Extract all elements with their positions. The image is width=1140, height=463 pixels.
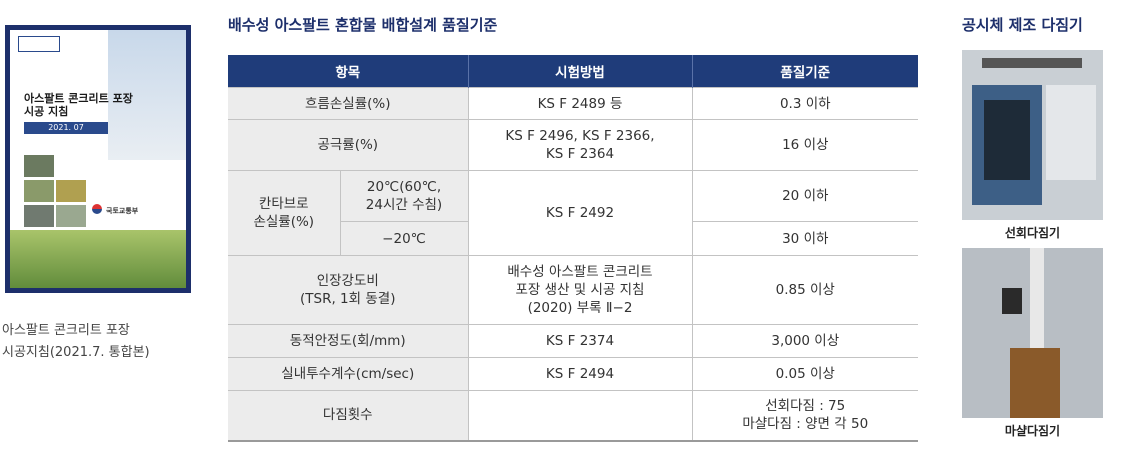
table-title: 배수성 아스팔트 혼합물 배합설계 품질기준 xyxy=(228,16,498,34)
photo-caption: 선회다짐기 xyxy=(1004,226,1061,240)
machine-top xyxy=(982,58,1082,68)
criteria-cell: 0.05 이상 xyxy=(691,357,918,391)
criteria-cell: 선회다짐 : 75 마샬다짐 : 양면 각 50 xyxy=(691,390,918,441)
cover-page: 아스팔트 콘크리트 포장 시공 지침 2021. 07 국토교통부 xyxy=(10,30,186,288)
text: 0.85 이상 xyxy=(775,282,835,298)
header-cell: 시험방법 xyxy=(467,55,692,88)
text: 흐름손실률(%) xyxy=(305,95,391,112)
cover-date: 2021. 07 xyxy=(24,122,108,134)
item-cell: 실내투수계수(cm/sec) xyxy=(228,357,469,391)
gyratory-photo xyxy=(962,50,1103,220)
text: KS F 2374 xyxy=(545,333,615,349)
text: 공극률(%) xyxy=(317,137,379,153)
method-cell: KS F 2492 xyxy=(467,170,693,256)
quality-table: 항목 시험방법 품질기준 흐름손실률(%) KS F 2489 등 0.3 이하… xyxy=(228,55,918,442)
text: 24시간 수침) xyxy=(365,197,443,213)
text: KS F 2489 등 xyxy=(537,95,623,112)
header-row: 항목 시험방법 품질기준 xyxy=(228,55,918,88)
header-cell: 항목 xyxy=(228,55,468,88)
text: 30 이하 xyxy=(782,230,829,247)
text: KS F 2492 xyxy=(545,205,615,221)
text: 0.3 이하 xyxy=(779,95,831,112)
row: 공극률(%) KS F 2496, KS F 2366, KS F 2364 16… xyxy=(228,119,918,171)
machine-chamber xyxy=(984,100,1030,180)
method-cell: KS F 2496, KS F 2366, KS F 2364 xyxy=(467,119,693,171)
text: 포장 생산 및 시공 지침 xyxy=(515,282,645,298)
caption-line: 아스팔트 콘크리트 포장 xyxy=(2,323,130,338)
text: −20℃ xyxy=(382,230,426,247)
row: 흐름손실률(%) KS F 2489 등 0.3 이하 xyxy=(228,87,918,120)
method-cell: KS F 2494 xyxy=(467,357,693,391)
criteria-cell: 20 이하 xyxy=(691,170,918,222)
cover-photo xyxy=(24,180,54,202)
method-cell: KS F 2374 xyxy=(467,324,693,358)
cover-badge xyxy=(18,36,60,52)
method-cell: KS F 2489 등 xyxy=(467,87,693,120)
criteria-cell: 0.3 이하 xyxy=(691,87,918,120)
item-cell: 인장강도비 (TSR, 1회 동결) xyxy=(228,255,469,325)
photo-caption: 마샬다짐기 xyxy=(1004,424,1061,438)
text: 다짐횟수 xyxy=(322,407,373,424)
text: (TSR, 1회 동결) xyxy=(300,291,396,307)
text: (2020) 부록 Ⅱ−2 xyxy=(527,300,633,316)
row: 다짐횟수 선회다짐 : 75 마샬다짐 : 양면 각 50 xyxy=(228,390,918,441)
sub-item-cell: 20℃(60℃, 24시간 수침) xyxy=(339,170,469,222)
item-cell: 다짐횟수 xyxy=(228,390,469,441)
text: KS F 2494 xyxy=(545,366,615,382)
criteria-cell: 0.85 이상 xyxy=(691,255,918,325)
cover-caption: 아스팔트 콘크리트 포장 시공지침(2021.7. 통합본) xyxy=(2,320,150,364)
cover-publisher: 국토교통부 xyxy=(106,207,139,215)
caption-line: 시공지침(2021.7. 통합본) xyxy=(2,345,150,360)
cover-title: 아스팔트 콘크리트 포장 시공 지침 xyxy=(24,92,133,118)
text: 인장강도비 xyxy=(316,273,379,289)
text: 칸타브로 xyxy=(258,196,309,212)
text: 배수성 아스팔트 콘크리트 xyxy=(507,264,653,280)
cover-title-line: 시공 지침 xyxy=(24,105,69,118)
row: 동적안정도(회/mm) KS F 2374 3,000 이상 xyxy=(228,324,918,358)
text: 선회다짐 : 75 xyxy=(765,398,846,415)
method-cell xyxy=(467,390,693,441)
criteria-cell: 3,000 이상 xyxy=(691,324,918,358)
row: 실내투수계수(cm/sec) KS F 2494 0.05 이상 xyxy=(228,357,918,391)
book-cover: 아스팔트 콘크리트 포장 시공 지침 2021. 07 국토교통부 xyxy=(5,25,191,293)
text: 실내투수계수(cm/sec) xyxy=(281,366,415,382)
text: 0.05 이상 xyxy=(775,366,835,382)
item-cell: 흐름손실률(%) xyxy=(228,87,469,120)
machine-base xyxy=(1010,348,1060,418)
cover-road xyxy=(10,230,186,288)
equipment-title: 공시체 제조 다짐기 xyxy=(962,16,1083,34)
text: KS F 2364 xyxy=(545,146,615,162)
cover-photo xyxy=(56,180,86,202)
cover-sky xyxy=(108,30,186,160)
cover-photo xyxy=(56,205,86,227)
criteria-cell: 16 이상 xyxy=(691,119,918,171)
text: 20 이하 xyxy=(782,188,829,204)
item-cell: 공극률(%) xyxy=(228,119,469,171)
text: 16 이상 xyxy=(782,137,829,153)
text: 손실률(%) xyxy=(253,214,315,230)
item-cell: 동적안정도(회/mm) xyxy=(228,324,469,358)
sub-item-cell: −20℃ xyxy=(340,221,469,256)
text: 동적안정도(회/mm) xyxy=(289,333,406,349)
control-box xyxy=(1002,288,1022,314)
cover-photo xyxy=(24,155,54,177)
machine-column xyxy=(1030,248,1044,358)
cover-photo xyxy=(24,205,54,227)
text: 3,000 이상 xyxy=(771,333,840,349)
cover-title-line: 아스팔트 콘크리트 포장 xyxy=(24,92,133,105)
ministry-logo xyxy=(92,204,102,214)
header-cell: 품질기준 xyxy=(691,55,918,88)
text: 20℃(60℃, xyxy=(366,179,442,195)
text: 마샬다짐 : 양면 각 50 xyxy=(742,416,869,433)
criteria-cell: 30 이하 xyxy=(691,221,918,256)
text: KS F 2496, KS F 2366, xyxy=(505,128,655,144)
marshall-photo xyxy=(962,248,1103,418)
control-panel xyxy=(1046,85,1096,180)
